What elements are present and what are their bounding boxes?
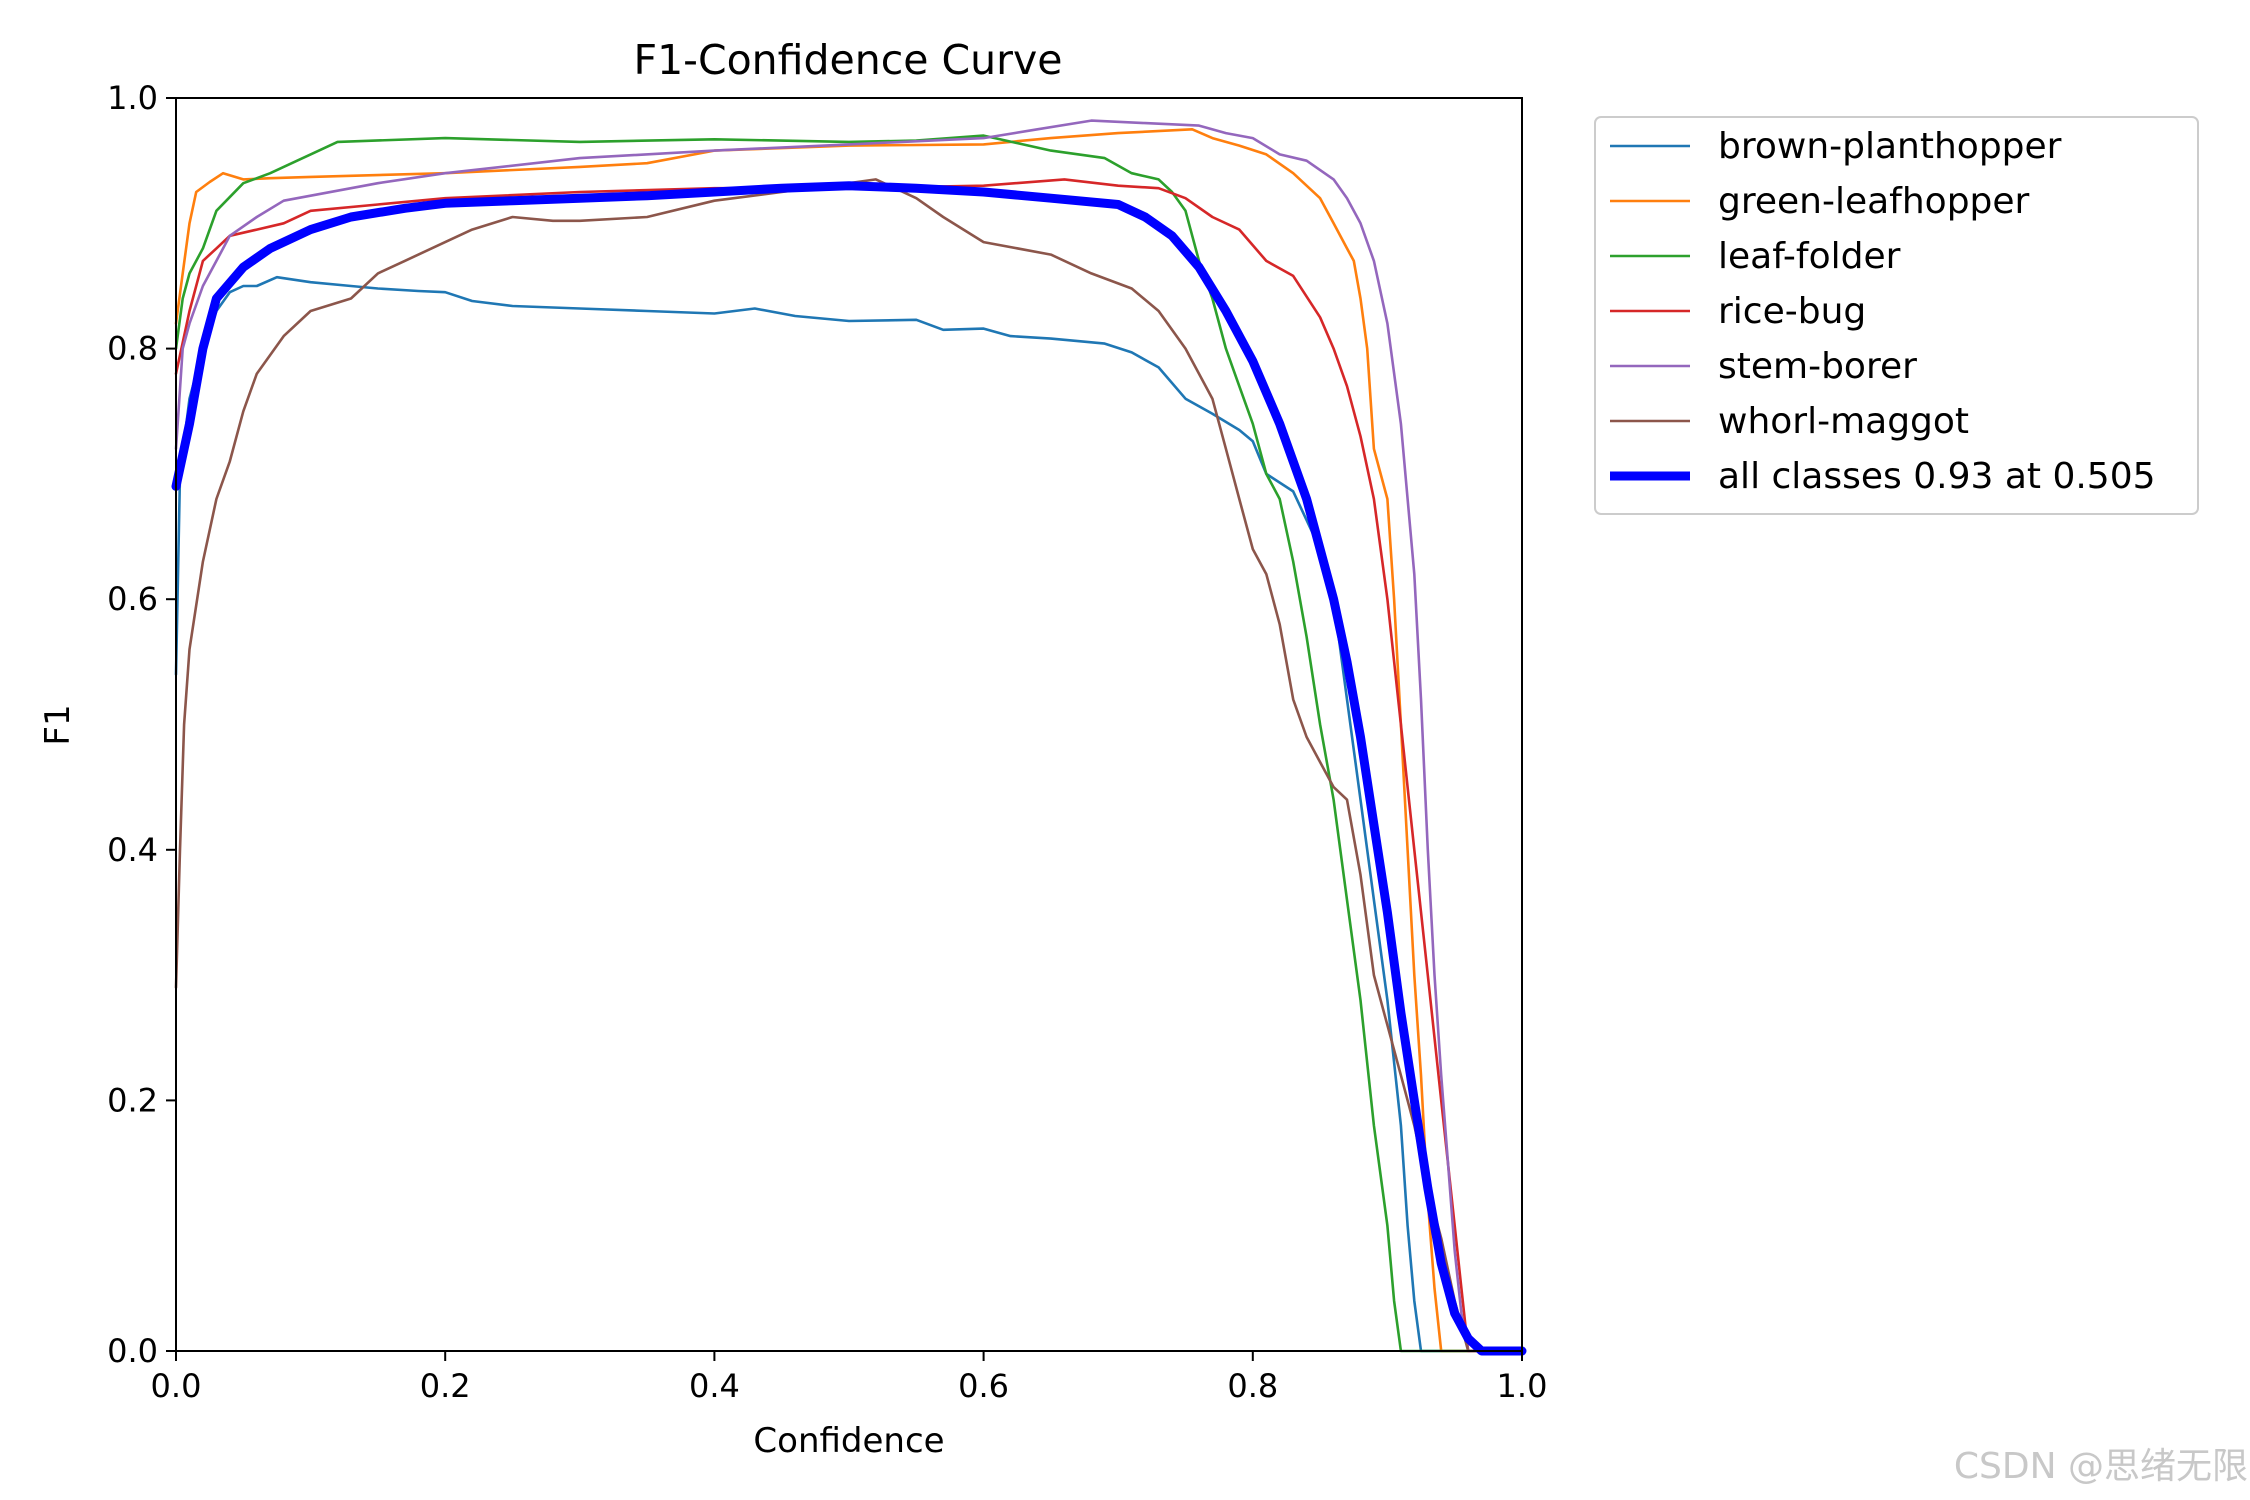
watermark-text: CSDN @思绪无限 — [1954, 1446, 2248, 1487]
plot-area-frame — [175, 97, 1523, 1352]
y-tick-label: 0.4 — [107, 831, 158, 869]
legend-label: green-leafhopper — [1718, 181, 2030, 222]
legend-label: stem-borer — [1718, 346, 1917, 387]
y-axis: 0.0 0.2 0.4 0.6 0.8 1.0 — [107, 79, 176, 1370]
legend-box — [1594, 116, 2199, 515]
series-line-stem-borer — [174, 119, 1524, 1353]
legend-label: all classes 0.93 at 0.505 — [1718, 456, 2156, 497]
y-tick-label: 0.6 — [107, 580, 158, 618]
legend-label: rice-bug — [1718, 291, 1866, 332]
series-line-all-classes-0-93-at-0-505 — [171, 181, 1527, 1356]
legend-label: leaf-folder — [1718, 236, 1901, 277]
y-tick-label: 0.2 — [107, 1081, 158, 1119]
x-axis-title: Confidence — [753, 1421, 944, 1461]
x-tick-label: 0.4 — [689, 1367, 740, 1405]
y-tick-label: 0.0 — [107, 1332, 158, 1370]
y-tick-label: 0.8 — [107, 330, 158, 368]
series-lines — [171, 119, 1527, 1356]
x-tick-label: 0.2 — [420, 1367, 471, 1405]
legend: brown-planthopper green-leafhopper leaf-fo… — [1594, 116, 2199, 515]
x-tick-label: 0.8 — [1227, 1367, 1278, 1405]
series-line-brown-planthopper — [174, 275, 1524, 1353]
y-axis-title: F1 — [38, 704, 78, 745]
y-tick-label: 1.0 — [107, 79, 158, 117]
series-line-rice-bug — [174, 178, 1524, 1353]
series-line-leaf-folder — [174, 134, 1524, 1353]
x-tick-label: 0.0 — [151, 1367, 202, 1405]
chart-title: F1-Confidence Curve — [634, 36, 1063, 84]
legend-label: brown-planthopper — [1718, 126, 2062, 167]
series-line-whorl-maggot — [174, 178, 1524, 1353]
x-axis: 0.0 0.2 0.4 0.6 0.8 1.0 — [151, 1351, 1548, 1405]
legend-label: whorl-maggot — [1718, 401, 1969, 442]
x-tick-label: 1.0 — [1497, 1367, 1548, 1405]
x-tick-label: 0.6 — [958, 1367, 1009, 1405]
